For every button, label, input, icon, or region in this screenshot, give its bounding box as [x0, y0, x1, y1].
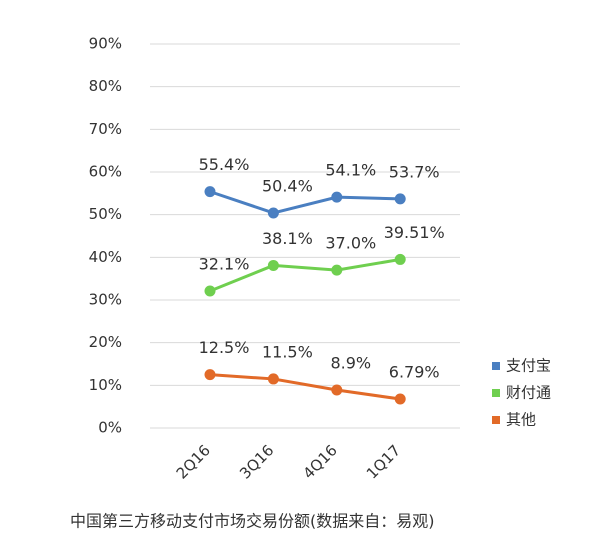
data-label: 53.7%	[389, 162, 440, 181]
data-label: 8.9%	[330, 354, 371, 373]
legend-swatch	[492, 362, 500, 370]
series-line	[209, 190, 401, 215]
y-tick-label: 20%	[89, 333, 122, 351]
data-point	[204, 285, 216, 297]
legend-swatch	[492, 416, 500, 424]
y-tick-label: 60%	[89, 163, 122, 181]
data-point	[331, 384, 343, 396]
x-tick-label: 3Q16	[236, 441, 277, 482]
series-line	[209, 373, 401, 401]
legend-label: 其他	[506, 411, 536, 429]
data-point	[267, 373, 279, 385]
data-point	[394, 193, 406, 205]
y-tick-label: 30%	[89, 291, 122, 309]
data-point	[204, 369, 216, 381]
series-line	[209, 257, 401, 293]
data-point	[267, 207, 279, 219]
data-point	[331, 264, 343, 276]
data-label: 38.1%	[262, 229, 313, 248]
legend-swatch	[492, 389, 500, 397]
x-tick-label: 2Q16	[173, 441, 214, 482]
data-point	[331, 191, 343, 203]
data-label: 11.5%	[262, 342, 313, 361]
y-tick-label: 70%	[89, 120, 122, 138]
data-label: 54.1%	[325, 161, 376, 180]
data-label: 37.0%	[325, 234, 376, 253]
data-point	[204, 186, 216, 198]
data-label: 12.5%	[199, 338, 250, 357]
data-point	[394, 253, 406, 265]
legend-label: 支付宝	[506, 357, 551, 375]
legend-label: 财付通	[506, 384, 551, 402]
data-label: 32.1%	[199, 255, 250, 274]
chart-title: 中国第三方移动支付市场交易份额(数据来自：易观)	[70, 512, 435, 531]
y-tick-label: 50%	[89, 205, 122, 223]
x-tick-label: 4Q16	[299, 441, 340, 482]
data-point	[267, 259, 279, 271]
y-tick-label: 90%	[89, 35, 122, 53]
data-label: 39.51%	[384, 223, 445, 242]
data-label: 55.4%	[199, 155, 250, 174]
data-label: 6.79%	[389, 363, 440, 382]
data-label: 50.4%	[262, 176, 313, 195]
y-tick-label: 40%	[89, 248, 122, 266]
y-tick-label: 0%	[98, 419, 122, 437]
x-tick-label: 1Q17	[363, 441, 404, 482]
y-tick-label: 10%	[89, 376, 122, 394]
y-tick-label: 80%	[89, 77, 122, 95]
data-point	[394, 393, 406, 405]
